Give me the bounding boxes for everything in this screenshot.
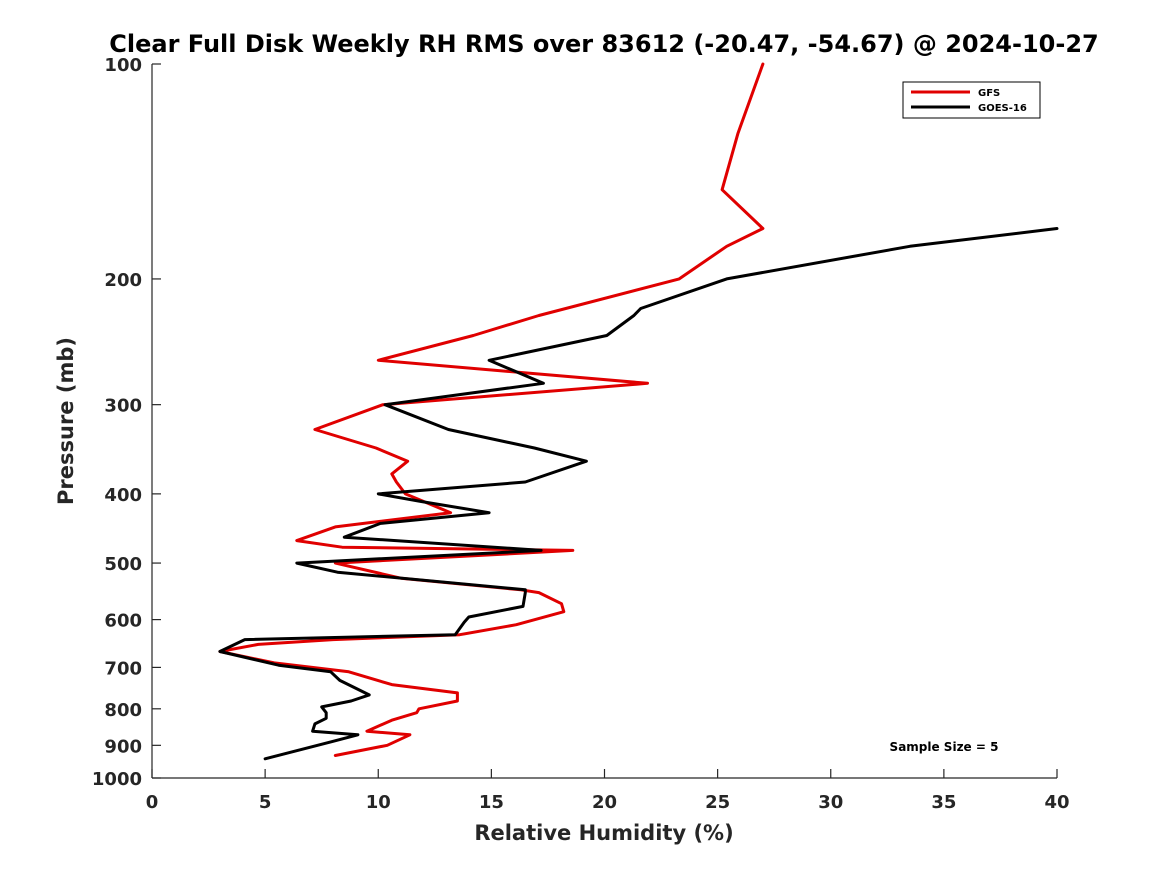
- x-tick-label: 30: [818, 792, 843, 813]
- legend-label: GOES-16: [978, 103, 1027, 114]
- y-tick-label: 600: [104, 611, 142, 632]
- y-tick-label: 500: [104, 554, 142, 575]
- y-axis-label: Pressure (mb): [54, 337, 78, 505]
- series-line-gfs: [218, 62, 765, 757]
- y-tick-label: 800: [104, 700, 142, 721]
- plot-area: 0 5 10 15 20 25 30 35 40 100 200 300 400 500 600 700 80…: [92, 55, 1070, 813]
- sample-size-annotation: Sample Size = 5: [890, 740, 999, 754]
- y-axis-ticks: 100 200 300 400 500 600 700 800 900 1000: [92, 55, 161, 790]
- x-axis-label: Relative Humidity (%): [474, 821, 733, 845]
- y-tick-label: 900: [104, 736, 142, 757]
- x-tick-label: 25: [705, 792, 730, 813]
- x-tick-label: 40: [1044, 792, 1069, 813]
- y-tick-label: 200: [104, 270, 142, 291]
- legend: GFS GOES-16: [902, 81, 1041, 119]
- x-tick-label: 0: [146, 792, 159, 813]
- legend-box: [902, 81, 1041, 119]
- y-tick-label: 300: [104, 396, 142, 417]
- x-tick-label: 15: [479, 792, 504, 813]
- y-tick-label: 1000: [92, 769, 142, 790]
- chart-title: Clear Full Disk Weekly RH RMS over 83612…: [109, 30, 1098, 58]
- legend-label: GFS: [978, 88, 1000, 99]
- x-tick-label: 5: [259, 792, 272, 813]
- series-line-goes-16: [218, 227, 1059, 761]
- x-axis-ticks: 0 5 10 15 20 25 30 35 40: [146, 769, 1070, 813]
- series-lines: [218, 62, 1059, 761]
- x-tick-label: 35: [931, 792, 956, 813]
- y-tick-label: 400: [104, 485, 142, 506]
- x-tick-label: 10: [366, 792, 391, 813]
- x-tick-label: 20: [592, 792, 617, 813]
- y-tick-label: 100: [104, 55, 142, 76]
- y-tick-label: 700: [104, 658, 142, 679]
